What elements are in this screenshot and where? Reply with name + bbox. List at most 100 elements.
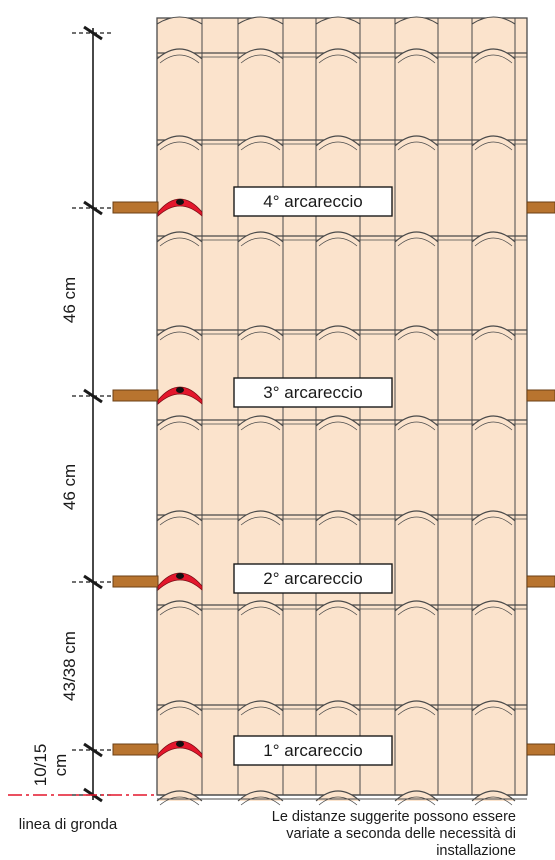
tile-cap-inner [159, 796, 200, 806]
tile-cap [156, 415, 203, 427]
tile-cap-inner [474, 516, 513, 526]
tile-cap-inner [474, 606, 513, 616]
tile-cap [394, 510, 439, 522]
tile-cap [237, 600, 284, 612]
purlins [112, 198, 555, 759]
tile-cap-inner [240, 516, 281, 526]
tile-cap-inner [474, 141, 513, 151]
dimension-text-46cm-upper: 46 cm [60, 277, 79, 323]
tile-cap [315, 135, 361, 147]
tile-cap-inner [159, 606, 200, 616]
tile-cap-inner [397, 141, 436, 151]
purlin-label-3: 3° arcareccio [233, 377, 393, 408]
tile-cap [237, 415, 284, 427]
tile-cap [156, 700, 203, 712]
tile-cap-inner [159, 706, 200, 716]
tile-cap [156, 325, 203, 337]
tile-cap-inner [240, 606, 281, 616]
tile-hook [157, 740, 203, 759]
tile-cap-inner [159, 421, 200, 431]
tile-hook [157, 386, 203, 405]
tile-cap-inner [474, 706, 513, 716]
purlin-left-end [112, 575, 159, 588]
tile-cap-inner [397, 796, 436, 806]
tile-cap-inner [240, 331, 281, 341]
tile-cap [394, 16, 439, 25]
dimension-text-cm: cm [51, 754, 70, 777]
tile-cap [394, 415, 439, 427]
tile-cap-inner [318, 516, 358, 526]
tile-cap [315, 48, 361, 60]
tile-cap [156, 600, 203, 612]
tile-cap [237, 231, 284, 243]
tile-cap [471, 16, 516, 25]
tile-cap [394, 600, 439, 612]
tile-cap [237, 135, 284, 147]
purlin-right-end [526, 743, 555, 756]
purlin-right-end [526, 389, 555, 402]
tile-cap [156, 231, 203, 243]
purlin-right-end [526, 575, 555, 588]
purlin-left-end [112, 389, 159, 402]
tile-cap-inner [318, 331, 358, 341]
purlin-labels: 4° arcareccio 3° arcareccio 2° arcarecci… [233, 186, 393, 766]
tile-cap-inner [318, 141, 358, 151]
roof-tiles [156, 16, 528, 806]
tile-cap-inner [397, 516, 436, 526]
purlin-4 [112, 198, 555, 217]
tile-cap-inner [159, 237, 200, 247]
tile-cap [471, 325, 516, 337]
tile-cap [394, 135, 439, 147]
dimension-text-10-15: 10/15 [31, 744, 50, 787]
tile-cap-inner [474, 331, 513, 341]
tile-cap [237, 48, 284, 60]
eave-line-label: linea di gronda [19, 816, 118, 833]
tile-cap-inner [397, 54, 436, 64]
tile-cap [156, 16, 203, 25]
tile-cap [471, 700, 516, 712]
tile-cap [394, 325, 439, 337]
tile-cap [156, 48, 203, 60]
tile-cap [315, 231, 361, 243]
tile-cap-inner [318, 421, 358, 431]
tile-cap-inner [159, 141, 200, 151]
tile-cap-inner [240, 706, 281, 716]
note-line-3: installazione [436, 843, 516, 859]
purlin-label-4: 4° arcareccio [233, 186, 393, 217]
tile-hook [157, 198, 203, 217]
tile-cap-inner [474, 237, 513, 247]
tile-cap [315, 510, 361, 522]
purlin-label-1-text: 1° arcareccio [263, 741, 362, 760]
tile-cap-inner [159, 54, 200, 64]
purlin-1 [112, 740, 555, 759]
tile-cap [471, 415, 516, 427]
tile-cap-inner [474, 421, 513, 431]
tile-cap [237, 325, 284, 337]
tile-cap-inner [397, 421, 436, 431]
tile-cap-inner [159, 516, 200, 526]
tile-cap [471, 135, 516, 147]
tile-cap [315, 325, 361, 337]
tile-cap-inner [318, 54, 358, 64]
tile-cap-inner [240, 54, 281, 64]
tile-cap [394, 700, 439, 712]
dimension-line [72, 25, 114, 803]
purlin-label-2-text: 2° arcareccio [263, 569, 362, 588]
dimension-text-46cm-lower: 46 cm [60, 464, 79, 510]
hook-hole [176, 741, 184, 747]
tile-cap [394, 48, 439, 60]
tile-cap [394, 231, 439, 243]
tile-hook [157, 572, 203, 591]
purlin-label-2: 2° arcareccio [233, 563, 393, 594]
tile-cap-inner [159, 331, 200, 341]
tile-cap-inner [397, 237, 436, 247]
tile-cap [237, 510, 284, 522]
tile-cap-inner [240, 796, 281, 806]
tile-cap [471, 48, 516, 60]
purlin-2 [112, 572, 555, 591]
tile-cap-inner [318, 796, 358, 806]
tile-cap [156, 135, 203, 147]
tile-cap-inner [318, 606, 358, 616]
tile-cap [315, 600, 361, 612]
